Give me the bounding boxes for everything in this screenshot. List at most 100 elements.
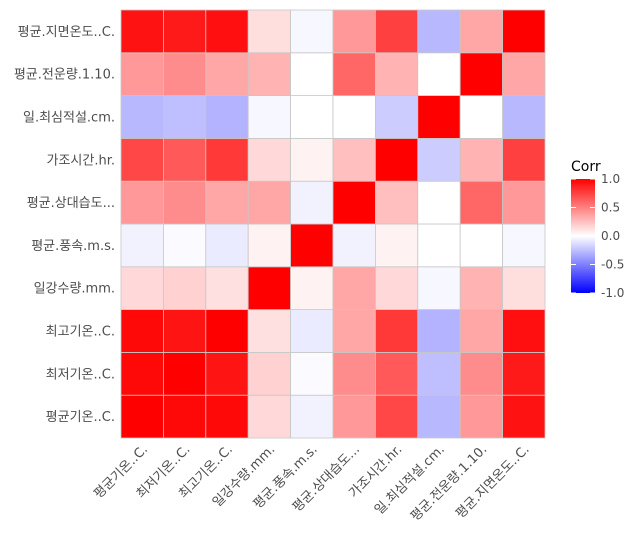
y-tick-label: 평균.전운량.1.10. [14,68,115,83]
heatmap-cell [120,52,164,96]
heatmap-cell [502,351,546,396]
heatmap-cell [332,394,376,439]
y-tick-label: 최저기온..C. [46,367,115,382]
heatmap-cell [290,351,334,396]
heatmap-cell [162,52,207,96]
heatmap-cell [162,9,207,54]
heatmap-cell [459,52,504,96]
heatmap-cell [120,180,164,225]
heatmap-cell [205,394,249,439]
heatmap-cell [162,266,207,310]
heatmap-cell [205,137,249,182]
heatmap-cell [417,223,461,268]
legend: Corr 1.0 0.5 0.0 -0.5 -1.0 [571,159,624,300]
legend-tick-label: 0.0 [601,229,620,243]
heatmap-cell [290,223,334,268]
heatmap-cell [502,180,546,225]
heatmap-cell [502,266,546,310]
heatmap-cell [205,309,249,353]
legend-tick-label: -1.0 [601,286,624,300]
heatmap-cell [332,351,376,396]
heatmap-cell [290,137,334,182]
heatmap-cell [162,351,207,396]
heatmap-cell [459,137,504,182]
heatmap-cell [120,9,164,54]
heatmap-cell [162,180,207,225]
heatmap-cell [290,266,334,310]
heatmap-cell [502,95,546,139]
heatmap-cell [417,9,461,54]
heatmap-cell [332,137,376,182]
y-tick-label: 평균기온..C. [46,410,115,425]
heatmap-cell [332,309,376,353]
heatmap-cell [120,351,164,396]
heatmap-cell [417,137,461,182]
heatmap-cell [162,137,207,182]
heatmap-cell [417,394,461,439]
heatmap-cell [374,95,419,139]
heatmap-cell [205,223,249,268]
heatmap-cell [162,394,207,439]
heatmap-cell [459,394,504,439]
heatmap-cell [205,95,249,139]
heatmap-cell [417,266,461,310]
heatmap-cell [162,95,207,139]
heatmap-cell [459,266,504,310]
heatmap-cell [247,137,291,182]
y-tick-label: 일.최심적설.cm. [23,111,115,126]
heatmap-cell [247,309,291,353]
heatmap-cell [290,309,334,353]
heatmap-cell [120,95,164,139]
heatmap-cell [459,309,504,353]
y-tick-label: 일강수량.mm. [34,282,115,297]
heatmap-cell [502,137,546,182]
heatmap-cell [247,223,291,268]
y-axis-ticks: 평균기온..C. 최저기온..C. 최고기온..C. 일강수량.mm. 평균.풍속.m.… [14,25,115,425]
heatmap-cell [502,394,546,439]
heatmap-cell [332,180,376,225]
heatmap-cell [247,9,291,54]
x-tick-label: 평균.지면온도..C. [453,442,532,521]
heatmap-cell [247,394,291,439]
heatmap-cell [374,351,419,396]
heatmap-cell [290,52,334,96]
heatmap-cell [374,9,419,54]
heatmap-cell [205,351,249,396]
heatmap-cell [290,9,334,54]
x-axis-ticks: 평균기온..C.최저기온..C.최고기온..C.일강수량.mm.평균.풍속.m.… [91,442,532,524]
heatmap-cell [332,223,376,268]
heatmap-cell [502,223,546,268]
heatmap-cell [417,180,461,225]
heatmap-cell [374,180,419,225]
heatmap-cell [247,180,291,225]
heatmap-cell [332,95,376,139]
heatmap-cell [205,52,249,96]
heatmap-cell [459,351,504,396]
heatmap-cell [290,180,334,225]
legend-ticks: 1.0 0.5 0.0 -0.5 -1.0 [571,172,624,300]
heatmap-cell [502,309,546,353]
heatmap-cell [120,223,164,268]
heatmap-cell [374,309,419,353]
heatmap-cell [120,394,164,439]
heatmap-cell [502,9,546,54]
legend-tick-label: 1.0 [601,172,620,186]
heatmap-cell [162,309,207,353]
heatmap-cell [332,52,376,96]
heatmap-cell [247,95,291,139]
heatmap-cell [120,309,164,353]
heatmap-cell [374,394,419,439]
heatmap-cell [459,9,504,54]
heatmap-cell [374,137,419,182]
heatmap-cell [332,266,376,310]
heatmap-cell [205,266,249,310]
heatmap-cell [459,223,504,268]
heatmap-cell [459,95,504,139]
y-tick-label: 평균.풍속.m.s. [31,239,115,254]
heatmap-cell [247,52,291,96]
heatmap-cell [417,95,461,139]
heatmap-cell [417,351,461,396]
heatmap-cell [290,95,334,139]
heatmap-cell [417,309,461,353]
